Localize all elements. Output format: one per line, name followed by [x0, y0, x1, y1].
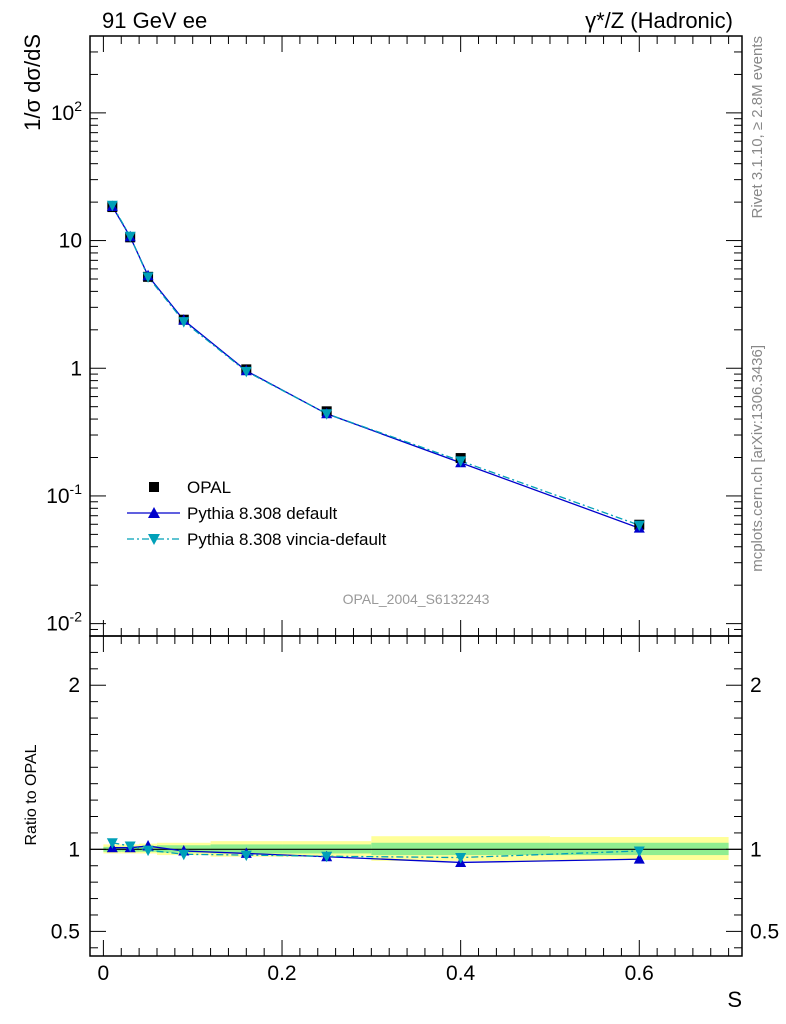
ratio-vincia-line [112, 842, 640, 859]
x-axis-label: S [727, 987, 742, 1012]
ratio-vincia-point [124, 841, 136, 853]
ratio-y-tick-label-right: 0.5 [750, 920, 779, 943]
legend-default-label: Pythia 8.308 default [187, 504, 338, 523]
ratio-vincia-point [106, 838, 118, 849]
legend: OPAL Pythia 8.308 default Pythia 8.308 v… [127, 478, 387, 549]
y-tick-label: 10-1 [46, 481, 82, 508]
y-tick-label: 10 [59, 230, 82, 253]
top-series [106, 200, 645, 533]
x-tick-label: 0.2 [267, 962, 296, 985]
legend-vincia-label: Pythia 8.308 vincia-default [187, 530, 387, 549]
rivet-label: Rivet 3.1.10, ≥ 2.8M events [749, 36, 766, 219]
vincia-point [633, 520, 645, 532]
mcplots-label: mcplots.cern.ch [arXiv:1306.3436] [749, 345, 766, 572]
ratio-y-tick-label-left: 2 [68, 674, 80, 697]
right-title: γ*/Z (Hadronic) [585, 8, 733, 33]
ratio-y-tick-label-right: 1 [750, 838, 762, 861]
ratio-vincia-point [633, 846, 645, 857]
vincia-point [178, 317, 190, 328]
y-tick-label: 1 [70, 357, 82, 380]
vincia-line [111, 204, 640, 526]
bottom-series [106, 838, 645, 867]
main-plot-panel: 10-2 10-1 1 10 102 1/σ dσ/dS OPAL_2004_S6132… [20, 34, 743, 637]
ratio-default-point [633, 853, 645, 864]
ratio-y-tick-label-left: 0.5 [51, 920, 80, 943]
top-ticks: 10-2 10-1 1 10 102 [46, 35, 742, 637]
legend-opal-marker [149, 482, 159, 492]
bottom-ticks: 0.5 0.5 1 1 2 2 0 0.2 0.4 0.6 [51, 635, 779, 985]
ratio-plot-panel: 0.5 0.5 1 1 2 2 0 0.2 0.4 0.6 Ratio to OPAL S [23, 635, 779, 1012]
x-tick-label: 0.4 [446, 962, 476, 985]
ratio-y-tick-label-left: 1 [68, 838, 80, 861]
ratio-vincia-point [240, 850, 252, 862]
y-tick-label: 102 [51, 98, 82, 125]
legend-vincia-marker [148, 534, 160, 545]
ratio-vincia-point [178, 849, 190, 861]
y-axis-label: 1/σ dσ/dS [20, 34, 45, 131]
left-title: 91 GeV ee [102, 8, 207, 33]
vincia-point [142, 272, 154, 283]
ratio-vincia-point [321, 851, 333, 863]
vincia-point [124, 231, 136, 243]
ratio-plot-frame [89, 635, 743, 957]
legend-default-marker [148, 507, 160, 518]
y-tick-label: 10-2 [46, 609, 82, 636]
default-line [111, 206, 640, 529]
vincia-point [455, 456, 467, 467]
x-tick-label: 0 [98, 962, 110, 985]
x-tick-label: 0.6 [625, 962, 654, 985]
reference-label: OPAL_2004_S6132243 [343, 591, 490, 607]
ratio-vincia-point [455, 853, 467, 864]
vincia-point [240, 366, 252, 378]
ratio-y-axis-label: Ratio to OPAL [23, 744, 40, 845]
vincia-point [321, 409, 333, 420]
vincia-point [106, 200, 118, 212]
ratio-vincia-point [142, 845, 154, 857]
ratio-y-tick-label-right: 2 [750, 674, 762, 697]
legend-opal-label: OPAL [187, 478, 231, 497]
